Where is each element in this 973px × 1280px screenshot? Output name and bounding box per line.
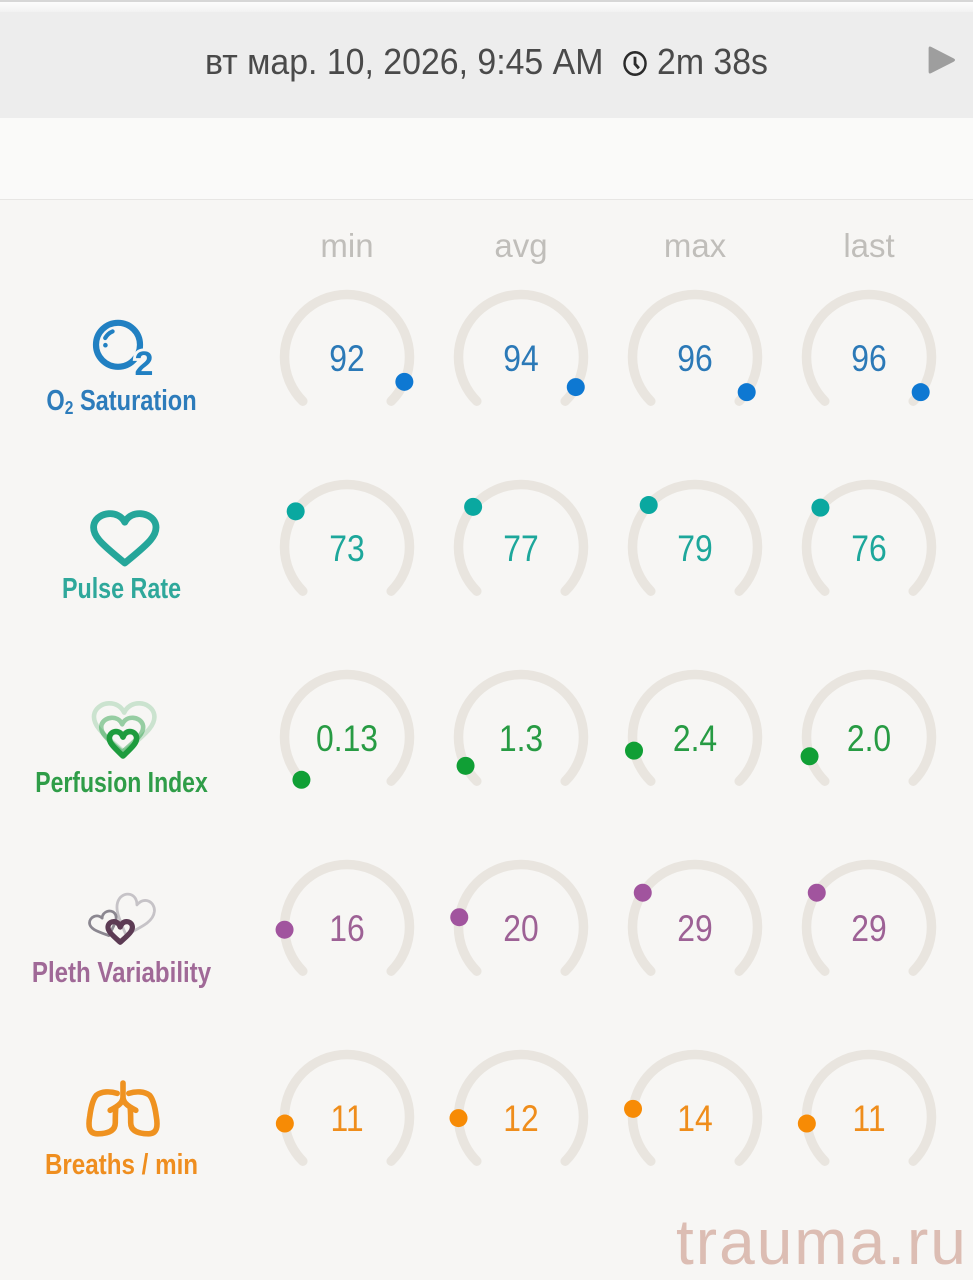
svg-text:11: 11 <box>330 1097 363 1139</box>
svg-text:92: 92 <box>329 337 364 379</box>
svg-text:2: 2 <box>135 345 154 383</box>
svg-text:1.3: 1.3 <box>499 717 543 759</box>
svg-text:96: 96 <box>851 337 886 379</box>
svg-text:20: 20 <box>503 907 538 949</box>
svg-text:11: 11 <box>852 1097 885 1139</box>
svg-text:14: 14 <box>677 1097 712 1139</box>
svg-text:12: 12 <box>503 1097 538 1139</box>
svg-text:96: 96 <box>677 337 712 379</box>
svg-text:29: 29 <box>851 907 886 949</box>
svg-text:73: 73 <box>329 527 364 569</box>
svg-text:0.13: 0.13 <box>316 717 378 759</box>
svg-text:16: 16 <box>329 907 364 949</box>
svg-text:94: 94 <box>503 337 538 379</box>
svg-text:2.4: 2.4 <box>673 717 717 759</box>
svg-text:2.0: 2.0 <box>847 717 891 759</box>
svg-text:76: 76 <box>851 527 886 569</box>
svg-text:77: 77 <box>503 527 538 569</box>
svg-text:29: 29 <box>677 907 712 949</box>
svg-text:79: 79 <box>677 527 712 569</box>
